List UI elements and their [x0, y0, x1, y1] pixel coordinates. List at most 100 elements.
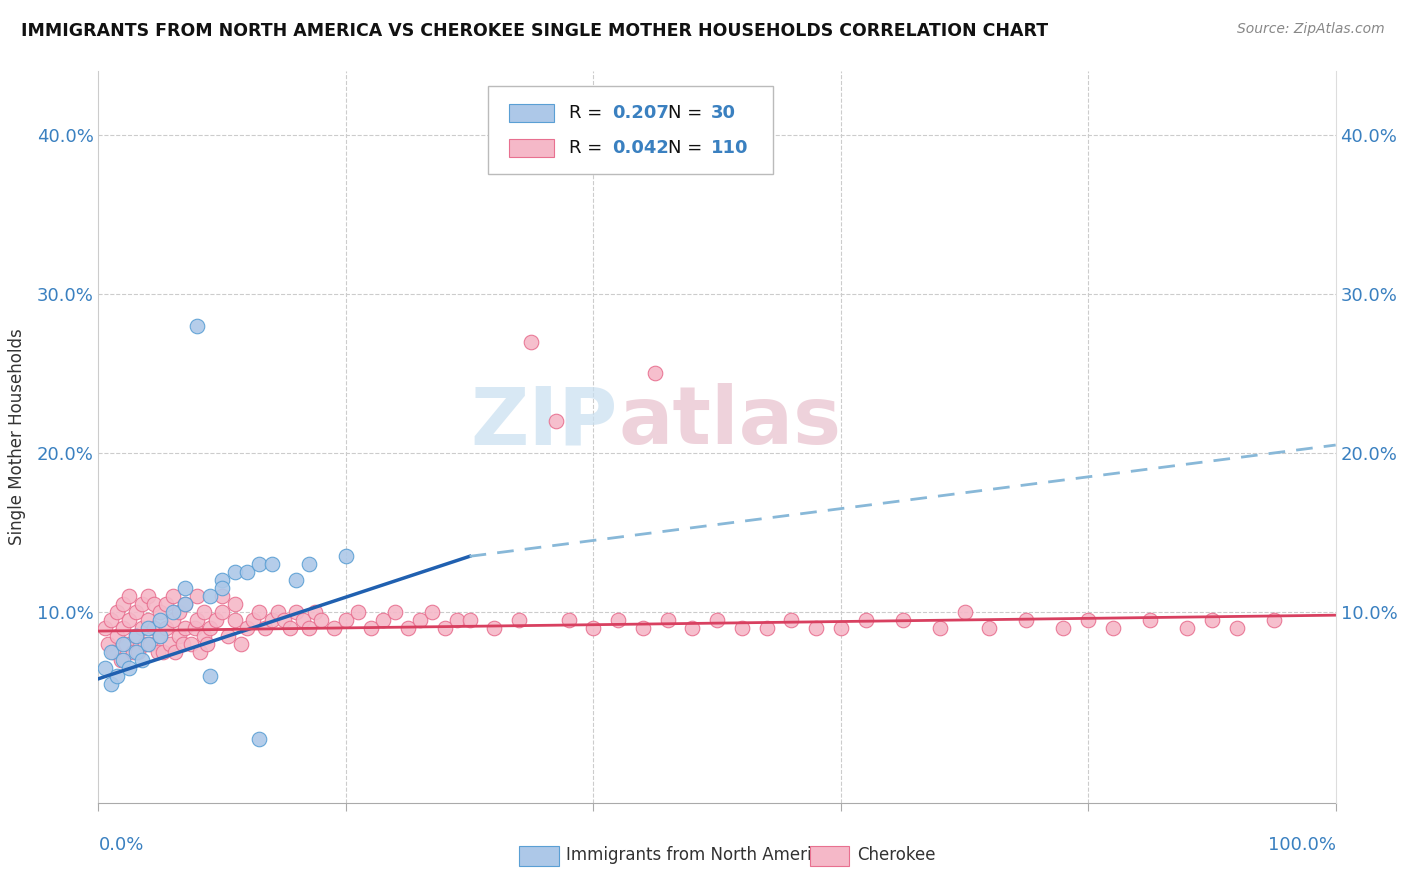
Point	[152, 645, 174, 659]
Point	[855, 613, 877, 627]
Point	[322, 621, 344, 635]
Point	[112, 653, 135, 667]
Point	[546, 414, 568, 428]
Point	[149, 629, 172, 643]
Point	[174, 581, 197, 595]
Text: N =: N =	[668, 104, 707, 122]
FancyBboxPatch shape	[488, 86, 773, 174]
Point	[360, 621, 382, 635]
Text: 30: 30	[711, 104, 735, 122]
Point	[285, 573, 308, 587]
Text: 0.0%: 0.0%	[98, 836, 143, 854]
Point	[484, 621, 506, 635]
Point	[103, 645, 125, 659]
Point	[409, 613, 432, 627]
Point	[1102, 621, 1125, 635]
Point	[105, 605, 128, 619]
Point	[205, 613, 228, 627]
Point	[143, 621, 166, 635]
Point	[458, 613, 481, 627]
Point	[371, 613, 394, 627]
Point	[446, 613, 468, 627]
Point	[124, 629, 146, 643]
Point	[780, 613, 803, 627]
Point	[112, 597, 135, 611]
Point	[180, 637, 202, 651]
Point	[136, 589, 159, 603]
Point	[198, 589, 221, 603]
Point	[273, 613, 295, 627]
Point	[198, 621, 221, 635]
Point	[114, 637, 136, 651]
Point	[891, 613, 914, 627]
Point	[211, 589, 233, 603]
Point	[139, 637, 162, 651]
Bar	[509, 139, 554, 157]
Point	[149, 613, 172, 627]
Point	[247, 558, 270, 572]
Point	[1263, 613, 1285, 627]
Point	[162, 605, 184, 619]
Point	[155, 597, 177, 611]
Point	[224, 597, 246, 611]
Point	[433, 621, 456, 635]
Point	[706, 613, 728, 627]
Bar	[810, 846, 849, 866]
Point	[953, 605, 976, 619]
Point	[162, 589, 184, 603]
Point	[136, 621, 159, 635]
Point	[247, 732, 270, 747]
Point	[198, 668, 221, 682]
Point	[105, 668, 128, 682]
Point	[278, 621, 301, 635]
Point	[1226, 621, 1249, 635]
Point	[236, 566, 259, 580]
Text: 0.207: 0.207	[612, 104, 669, 122]
Point	[127, 645, 149, 659]
Point	[97, 637, 120, 651]
Point	[422, 605, 444, 619]
Point	[298, 621, 321, 635]
Point	[631, 621, 654, 635]
Point	[1052, 621, 1074, 635]
Text: ZIP: ZIP	[471, 384, 619, 461]
Text: 0.042: 0.042	[612, 139, 669, 157]
Point	[254, 621, 277, 635]
Point	[1201, 613, 1223, 627]
Point	[755, 621, 778, 635]
Text: N =: N =	[668, 139, 707, 157]
Point	[100, 613, 122, 627]
Point	[928, 621, 950, 635]
Point	[247, 605, 270, 619]
Point	[236, 621, 259, 635]
Point	[93, 621, 115, 635]
Point	[118, 660, 141, 674]
Point	[1077, 613, 1099, 627]
Point	[285, 605, 308, 619]
Text: 110: 110	[711, 139, 748, 157]
Bar	[509, 103, 554, 122]
Point	[110, 653, 132, 667]
Point	[124, 645, 146, 659]
Point	[335, 613, 357, 627]
Text: Cherokee: Cherokee	[856, 847, 935, 864]
Point	[149, 629, 172, 643]
Y-axis label: Single Mother Households: Single Mother Households	[7, 329, 25, 545]
Point	[172, 637, 194, 651]
Point	[217, 629, 239, 643]
Point	[155, 621, 177, 635]
Point	[159, 637, 181, 651]
Point	[224, 566, 246, 580]
Point	[134, 637, 156, 651]
Point	[260, 613, 283, 627]
Point	[149, 605, 172, 619]
Point	[557, 613, 579, 627]
Point	[100, 676, 122, 690]
Point	[242, 613, 264, 627]
Point	[122, 645, 145, 659]
Point	[520, 334, 543, 349]
Point	[184, 621, 207, 635]
Point	[146, 645, 169, 659]
Point	[174, 597, 197, 611]
Point	[335, 549, 357, 564]
